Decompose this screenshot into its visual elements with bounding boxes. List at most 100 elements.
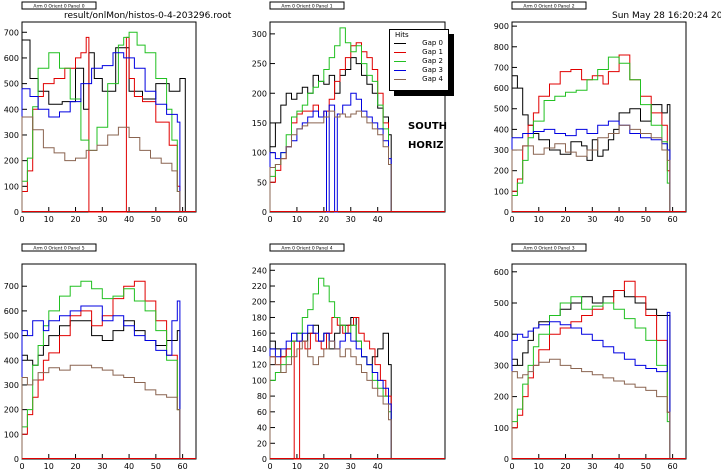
x-tick-label: 60 xyxy=(668,215,678,224)
x-tick-label: 50 xyxy=(151,215,161,224)
series-gap-4 xyxy=(269,340,392,459)
y-tick-label: 160 xyxy=(252,329,267,338)
y-tick-label: 600 xyxy=(4,54,19,63)
y-tick-label: 500 xyxy=(494,105,509,114)
y-tick-label: 600 xyxy=(4,307,19,316)
y-tick-label: 240 xyxy=(252,266,267,275)
y-tick-label: 0 xyxy=(14,208,19,217)
legend: Hits Gap 0 Gap 1 Gap 2 Gap 3 Gap 4 xyxy=(389,29,449,91)
y-tick-label: 600 xyxy=(494,268,509,277)
x-tick-label: 10 xyxy=(44,215,54,224)
plot-frame xyxy=(21,21,197,213)
y-tick-label: 500 xyxy=(4,332,19,341)
y-tick-label: 220 xyxy=(252,282,267,291)
y-tick-label: 300 xyxy=(4,381,19,390)
series-gap-2 xyxy=(511,56,671,212)
y-tick-label: 300 xyxy=(4,131,19,140)
y-tick-label: 0 xyxy=(262,208,267,217)
y-tick-label: 50 xyxy=(257,178,267,187)
x-tick-label: 0 xyxy=(19,215,24,224)
panel-title: Arm 0 Orient 0 Panel 1 xyxy=(281,4,332,10)
x-tick-label: 50 xyxy=(641,462,651,469)
series-gap-0 xyxy=(269,57,392,212)
y-tick-label: 200 xyxy=(4,157,19,166)
x-tick-label: 40 xyxy=(614,215,624,224)
x-tick-label: 40 xyxy=(373,215,383,224)
histogram-panel-2: Arm 0 Orient 0 Panel 2010020030040050060… xyxy=(494,1,687,224)
x-tick-label: 20 xyxy=(319,462,329,469)
y-tick-label: 200 xyxy=(494,167,509,176)
y-tick-label: 140 xyxy=(252,345,267,354)
panel-title: Arm 0 Orient 0 Panel 5 xyxy=(33,246,84,252)
y-tick-label: 900 xyxy=(494,22,509,31)
y-tick-label: 180 xyxy=(252,313,267,322)
x-tick-label: 10 xyxy=(292,462,302,469)
y-tick-label: 100 xyxy=(252,149,267,158)
y-tick-label: 0 xyxy=(504,455,509,464)
histogram-panel-0: Arm 0 Orient 0 Panel 0010020030040050060… xyxy=(4,1,197,224)
panel-title: Arm 0 Orient 0 Panel 2 xyxy=(523,4,574,10)
x-tick-label: 10 xyxy=(44,462,54,469)
x-tick-label: 50 xyxy=(151,462,161,469)
y-tick-label: 100 xyxy=(494,424,509,433)
y-tick-label: 300 xyxy=(494,146,509,155)
y-tick-label: 400 xyxy=(4,105,19,114)
y-tick-label: 400 xyxy=(494,125,509,134)
x-tick-label: 0 xyxy=(267,215,272,224)
series-gap-4 xyxy=(21,364,181,459)
y-tick-label: 40 xyxy=(257,424,267,433)
series-gap-4 xyxy=(269,110,392,212)
legend-entry: Gap 0 xyxy=(390,39,448,48)
annotation-south: SOUTH xyxy=(408,121,448,132)
legend-entry: Gap 4 xyxy=(390,75,448,84)
y-tick-label: 500 xyxy=(494,299,509,308)
panel-title-box xyxy=(21,1,97,10)
panel-title-box xyxy=(269,1,345,10)
y-tick-label: 200 xyxy=(252,89,267,98)
y-tick-label: 20 xyxy=(257,439,267,448)
plot-frame xyxy=(511,263,687,460)
y-tick-label: 400 xyxy=(494,330,509,339)
x-tick-label: 20 xyxy=(560,462,570,469)
histogram-panel-1: Arm 0 Orient 0 Panel 1050100150200250300… xyxy=(252,1,446,224)
y-tick-label: 300 xyxy=(494,361,509,370)
y-tick-label: 200 xyxy=(252,298,267,307)
legend-entry: Gap 3 xyxy=(390,66,448,75)
series-gap-2 xyxy=(21,31,181,212)
y-tick-label: 600 xyxy=(494,84,509,93)
x-tick-label: 20 xyxy=(319,215,329,224)
x-tick-label: 0 xyxy=(267,462,272,469)
x-tick-label: 30 xyxy=(346,215,356,224)
histogram-panel-5: Arm 0 Orient 0 Panel 3010020030040050060… xyxy=(494,243,687,469)
x-tick-label: 40 xyxy=(614,462,624,469)
series-gap-1 xyxy=(21,280,181,459)
x-tick-label: 30 xyxy=(97,462,107,469)
annotation-horiz: HORIZ xyxy=(408,140,444,151)
y-tick-label: 60 xyxy=(257,408,267,417)
series-gap-3 xyxy=(21,300,181,459)
panel-title-box xyxy=(269,243,345,252)
series-gap-3 xyxy=(21,52,181,212)
y-tick-label: 400 xyxy=(4,356,19,365)
series-gap-1 xyxy=(511,280,671,459)
y-tick-label: 700 xyxy=(4,28,19,37)
panel-title: Arm 0 Orient 0 Panel 4 xyxy=(281,246,332,252)
x-tick-label: 20 xyxy=(560,215,570,224)
series-gap-3 xyxy=(511,120,671,212)
series-gap-2 xyxy=(269,277,392,459)
x-tick-label: 60 xyxy=(178,462,188,469)
series-gap-4 xyxy=(511,124,671,212)
y-tick-label: 120 xyxy=(252,361,267,370)
x-tick-label: 30 xyxy=(97,215,107,224)
x-tick-label: 10 xyxy=(534,215,544,224)
x-tick-label: 40 xyxy=(373,462,383,469)
plot-frame xyxy=(269,263,446,460)
series-gap-4 xyxy=(511,358,671,459)
x-tick-label: 20 xyxy=(70,462,80,469)
y-tick-label: 100 xyxy=(252,376,267,385)
x-tick-label: 0 xyxy=(509,215,514,224)
y-tick-label: 250 xyxy=(252,60,267,69)
legend-title: Hits xyxy=(395,31,409,39)
series-gap-3 xyxy=(269,324,392,459)
series-gap-4 xyxy=(21,116,181,212)
